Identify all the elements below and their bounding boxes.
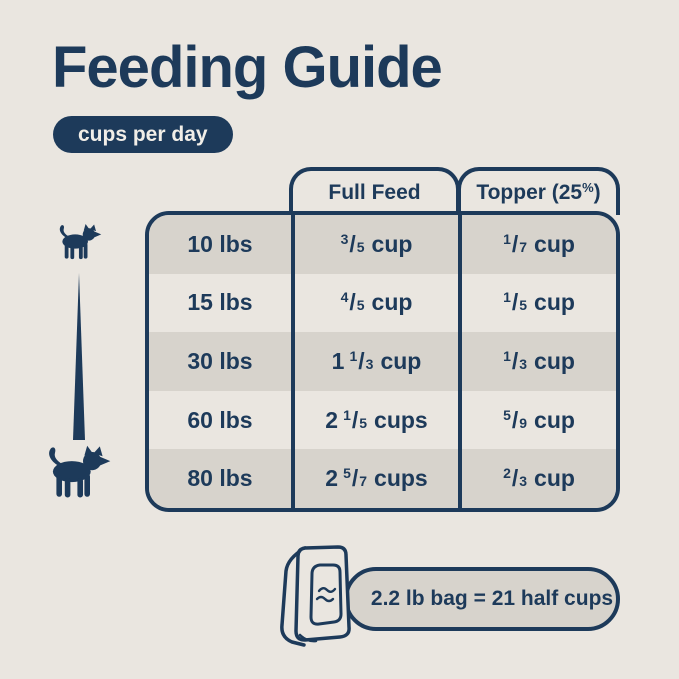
- table-row: 15 lbs 4/5 cup 1/5 cup: [149, 273, 616, 333]
- weight-cell: 10 lbs: [187, 230, 253, 257]
- table-row: 80 lbs 2 5/7 cups 2/3 cup: [149, 449, 616, 508]
- bag-yield-pill: 2.2 lb bag = 21 half cups: [344, 567, 620, 631]
- percent-sup: %: [582, 179, 594, 195]
- weight-cell: 15 lbs: [187, 289, 253, 316]
- bag-yield-note: 2.2 lb bag = 21 half cups: [370, 587, 614, 610]
- weight-cell: 60 lbs: [187, 406, 253, 433]
- topper-cell: 2/3 cup: [458, 449, 616, 508]
- weight-cell: 80 lbs: [187, 465, 253, 492]
- column-header-label: Full Feed: [328, 181, 421, 204]
- column-header-label: Topper (25: [476, 181, 583, 204]
- full-feed-cell: 3/5 cup: [291, 215, 458, 274]
- column-header-suffix: ): [593, 181, 601, 204]
- topper-cell: 5/9 cup: [458, 390, 616, 450]
- topper-cell: 1/5 cup: [458, 273, 616, 333]
- column-header-topper: Topper (25%): [457, 167, 620, 215]
- full-feed-cell: 2 1/5 cups: [291, 390, 458, 450]
- food-bag-icon: [280, 545, 351, 647]
- full-feed-cell: 1 1/3 cup: [291, 332, 458, 391]
- topper-cell: 1/3 cup: [458, 332, 616, 391]
- table-row: 10 lbs 3/5 cup 1/7 cup: [149, 215, 616, 274]
- page-title: Feeding Guide: [52, 35, 443, 100]
- large-dog-icon: [49, 445, 111, 498]
- size-scale-triangle-icon: [73, 273, 85, 440]
- feeding-table: 10 lbs 3/5 cup 1/7 cup 15 lbs 4/5 cup 1/5 cup 30 l…: [145, 211, 620, 512]
- full-feed-cell: 2 5/7 cups: [291, 449, 458, 508]
- full-feed-cell: 4/5 cup: [291, 273, 458, 333]
- column-header-full-feed: Full Feed: [289, 167, 460, 215]
- topper-cell: 1/7 cup: [458, 215, 616, 274]
- table-row: 30 lbs 1 1/3 cup 1/3 cup: [149, 332, 616, 391]
- table-row: 60 lbs 2 1/5 cups 5/9 cup: [149, 390, 616, 450]
- cups-per-day-badge: cups per day: [53, 116, 233, 153]
- weight-cell: 30 lbs: [187, 347, 253, 374]
- small-dog-icon: [59, 224, 102, 260]
